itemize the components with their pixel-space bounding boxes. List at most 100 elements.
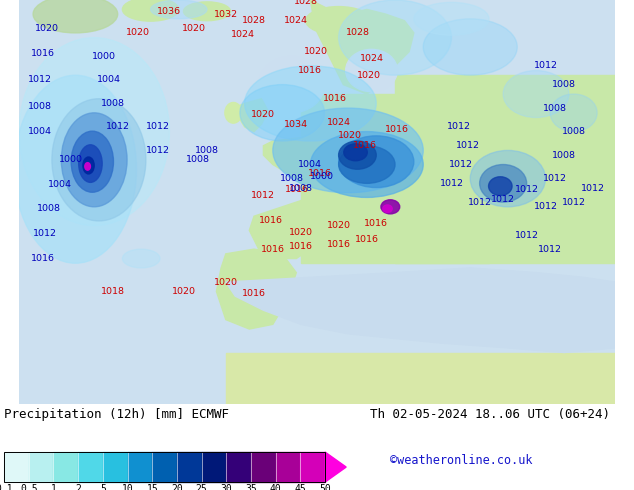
Text: 1012: 1012 [447, 122, 471, 131]
Ellipse shape [346, 49, 398, 92]
Text: ©weatheronline.co.uk: ©weatheronline.co.uk [390, 454, 533, 466]
Text: 1012: 1012 [562, 197, 586, 207]
Ellipse shape [240, 85, 325, 141]
Text: 1012: 1012 [468, 197, 491, 207]
Ellipse shape [273, 108, 424, 193]
Text: 1000: 1000 [91, 52, 115, 61]
Text: 1028: 1028 [294, 0, 318, 6]
Ellipse shape [344, 144, 367, 161]
Text: 1020: 1020 [357, 71, 380, 80]
Text: 1012: 1012 [439, 179, 463, 188]
Ellipse shape [71, 131, 113, 192]
Bar [4, 452, 325, 482]
Text: 1016: 1016 [261, 245, 285, 254]
Text: 1012: 1012 [543, 174, 567, 183]
Text: 1020: 1020 [304, 47, 328, 56]
Text: 1020: 1020 [126, 28, 150, 37]
Ellipse shape [503, 71, 569, 118]
Text: 45: 45 [295, 484, 306, 490]
Bar [127, 452, 152, 482]
Polygon shape [263, 113, 615, 240]
Text: 1004: 1004 [97, 75, 121, 84]
Text: 1016: 1016 [353, 141, 377, 150]
Text: 1020: 1020 [182, 24, 206, 33]
Ellipse shape [311, 132, 424, 197]
Ellipse shape [480, 165, 527, 202]
Text: 1016: 1016 [364, 219, 388, 228]
Text: 1020: 1020 [338, 131, 362, 140]
Text: 1024: 1024 [231, 30, 255, 39]
Ellipse shape [183, 2, 231, 21]
Text: 1012: 1012 [515, 230, 539, 240]
Text: 1024: 1024 [284, 16, 308, 25]
Text: 1008: 1008 [562, 127, 586, 136]
Ellipse shape [383, 205, 392, 213]
Text: 1024: 1024 [327, 118, 351, 127]
Text: 1012: 1012 [538, 245, 562, 254]
Text: 1016: 1016 [323, 94, 347, 103]
Ellipse shape [151, 0, 207, 19]
Text: 1008: 1008 [37, 204, 61, 213]
Text: 1012: 1012 [533, 61, 557, 70]
Text: 1020: 1020 [172, 287, 195, 296]
Ellipse shape [489, 177, 512, 196]
Text: 1032: 1032 [214, 10, 238, 19]
Text: 1020: 1020 [327, 221, 351, 230]
Text: 1008: 1008 [186, 155, 210, 164]
Text: 1020: 1020 [214, 277, 238, 287]
Text: 1016: 1016 [385, 125, 409, 134]
Text: 1020: 1020 [289, 228, 313, 237]
Text: 30: 30 [221, 484, 232, 490]
Polygon shape [311, 0, 414, 94]
Text: 1008: 1008 [28, 102, 51, 111]
Text: 1016: 1016 [242, 289, 266, 298]
Text: 0.5: 0.5 [20, 484, 37, 490]
Text: 1012: 1012 [146, 122, 170, 131]
Ellipse shape [414, 2, 489, 35]
Ellipse shape [61, 113, 127, 207]
Ellipse shape [225, 102, 242, 123]
Text: 5: 5 [100, 484, 106, 490]
Text: 1036: 1036 [157, 7, 181, 16]
Ellipse shape [381, 200, 399, 214]
Text: 1008: 1008 [552, 150, 576, 160]
Ellipse shape [15, 75, 136, 263]
Text: 50: 50 [320, 484, 331, 490]
Bar [301, 452, 325, 482]
Text: 1004: 1004 [299, 160, 323, 169]
Bar [226, 452, 251, 482]
Text: 1012: 1012 [146, 146, 170, 155]
Text: 1008: 1008 [543, 103, 567, 113]
Text: 1024: 1024 [359, 54, 384, 63]
Text: 1000: 1000 [59, 155, 82, 164]
Text: Th 02-05-2024 18..06 UTC (06+24): Th 02-05-2024 18..06 UTC (06+24) [370, 408, 610, 421]
Ellipse shape [470, 150, 545, 207]
Text: Precipitation (12h) [mm] ECMWF: Precipitation (12h) [mm] ECMWF [4, 408, 229, 421]
Text: 1028: 1028 [242, 16, 266, 25]
Bar [53, 452, 78, 482]
Text: 1016: 1016 [259, 217, 283, 225]
Bar [78, 452, 103, 482]
Bar [395, 75, 615, 263]
Text: 1016: 1016 [285, 185, 309, 195]
Bar [152, 452, 177, 482]
Text: 25: 25 [196, 484, 207, 490]
Text: 1016: 1016 [299, 66, 323, 75]
Text: 1012: 1012 [581, 184, 604, 193]
Text: 1016: 1016 [289, 242, 313, 251]
Text: 15: 15 [146, 484, 158, 490]
Ellipse shape [306, 6, 372, 35]
Text: 1012: 1012 [449, 160, 473, 169]
Ellipse shape [339, 141, 376, 169]
Text: 1008: 1008 [280, 174, 304, 183]
Text: 2: 2 [75, 484, 81, 490]
Text: 1020: 1020 [252, 110, 275, 119]
Bar [226, 352, 615, 404]
Text: 1008: 1008 [289, 184, 313, 193]
Bar [301, 94, 489, 263]
Text: 1020: 1020 [35, 24, 59, 33]
Text: 35: 35 [245, 484, 257, 490]
Text: 1012: 1012 [515, 185, 539, 195]
Text: 1012: 1012 [491, 195, 515, 204]
Ellipse shape [245, 66, 376, 141]
